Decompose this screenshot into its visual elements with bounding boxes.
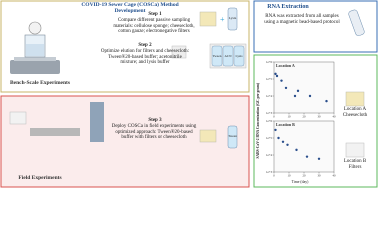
point: [325, 99, 328, 103]
point: [308, 94, 312, 98]
filter: [171, 45, 187, 59]
chart-title: Location B: [276, 122, 295, 127]
point: [295, 148, 298, 152]
manhole: [30, 128, 80, 136]
point: [305, 155, 309, 158]
x-tick-label: 10: [288, 174, 292, 178]
graphical-abstract: + 1e+3 1e+4 1e+5 1e+6 0 10 20 30 40 Location A 1e+…: [0, 0, 378, 188]
y-tick-label: 1e+3: [266, 170, 273, 174]
step-text: Deploy COSCa in field experiments using …: [111, 124, 197, 141]
tube: [227, 7, 238, 31]
filter: [345, 142, 365, 158]
tube-label: ACN: [224, 54, 232, 58]
rna-text: RNA was extracted from all samples using…: [264, 14, 340, 25]
point: [280, 79, 283, 82]
y-tick-label: 1e+6: [266, 119, 273, 123]
x-tick-label: 30: [318, 115, 322, 119]
x-tick-label: 0: [273, 174, 275, 178]
chart-title: Location A: [276, 63, 295, 68]
tube: [348, 9, 365, 36]
point: [284, 86, 288, 90]
step-title: Step 3: [148, 118, 162, 123]
tube-label: Tween: [212, 54, 222, 58]
location-material: Filters: [348, 165, 362, 170]
cage: [28, 21, 42, 35]
x-tick-label: 40: [333, 174, 337, 178]
tube: [222, 45, 234, 67]
step-text: Compare different passive sampling mater…: [113, 18, 195, 35]
point: [274, 72, 277, 76]
cheesecloth: [345, 91, 365, 107]
y-tick-label: 1e+5: [266, 77, 273, 81]
x-tick-label: 0: [273, 115, 275, 119]
x-axis-label: Time (day): [291, 180, 309, 184]
tube: [233, 45, 245, 67]
point: [277, 136, 280, 140]
step-text: Optimize elution for filters and cheesec…: [100, 49, 190, 66]
x-tick-label: 40: [333, 115, 337, 119]
x-tick-label: 30: [318, 174, 322, 178]
step-title: Step 1: [148, 12, 162, 17]
hot-plate-top: [14, 57, 56, 61]
point: [281, 140, 285, 143]
plot-frame: [273, 61, 335, 114]
title: COVID-19 Sewer Cage (COSCa) Method Devel…: [81, 2, 179, 14]
sponge: [199, 11, 217, 27]
tube-label: Tween: [228, 134, 237, 138]
x-tick-label: 10: [288, 115, 292, 119]
tube: [227, 125, 238, 149]
plus: +: [220, 15, 225, 24]
rna-title: RNA Extraction: [267, 4, 309, 10]
point: [293, 94, 297, 98]
hot-plate: [10, 60, 60, 74]
y-tick-label: 1e+4: [266, 153, 273, 157]
point: [286, 143, 289, 146]
point: [274, 128, 277, 132]
point: [275, 74, 279, 78]
building: [90, 102, 104, 142]
point: [317, 157, 321, 160]
tube-label: Lysis: [235, 54, 243, 58]
tube-label: Lysis: [228, 16, 237, 20]
y-tick-label: 1e+3: [266, 111, 273, 115]
location-material: Cheesecloth: [342, 113, 368, 118]
y-axis-label: SARS-CoV-2 RNA Concentration (GC per gra…: [256, 83, 261, 159]
location-name: Location B: [343, 159, 367, 164]
cheesecloth: [199, 129, 217, 143]
section-label: Bench-Scale Experiments: [9, 80, 71, 86]
x-tick-label: 20: [303, 174, 307, 178]
plot-frame: [273, 120, 335, 173]
section-label: Field Experiments: [18, 175, 62, 181]
point: [296, 89, 300, 93]
y-tick-label: 1e+5: [266, 136, 273, 140]
y-tick-label: 1e+4: [266, 94, 273, 98]
beaker-liquid: [26, 44, 44, 56]
x-tick-label: 20: [303, 115, 307, 119]
location-name: Location A: [343, 107, 367, 112]
y-tick-label: 1e+6: [266, 60, 273, 64]
step-title: Step 2: [138, 43, 152, 48]
filter: [9, 111, 27, 125]
tube: [211, 45, 223, 67]
